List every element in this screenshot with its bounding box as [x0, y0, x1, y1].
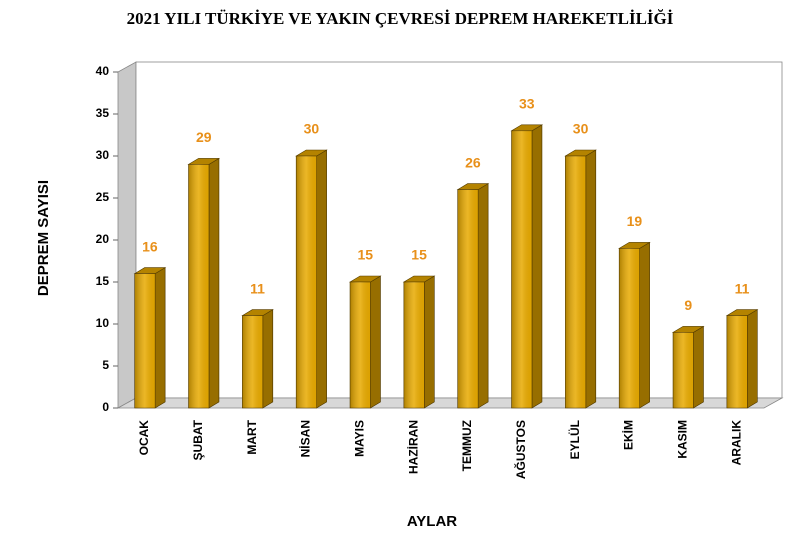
bar-side-shade	[262, 309, 273, 408]
y-tick-label: 35	[96, 106, 110, 120]
bar-top-shade	[242, 309, 273, 316]
x-tick-label: AĞUSTOS	[513, 420, 528, 479]
bar-side-shade	[370, 276, 381, 408]
y-tick-label: 40	[96, 64, 110, 78]
bar-side-shade	[693, 326, 704, 408]
bar-shine	[726, 315, 748, 408]
bar-top-shade	[565, 150, 596, 156]
bar-side-shade	[478, 183, 489, 408]
y-tick-label: 0	[102, 400, 109, 414]
bar-top-shade	[403, 276, 435, 282]
x-tick-label: ŞUBAT	[191, 419, 205, 460]
bar-shine	[134, 273, 156, 408]
y-tick-label: 25	[96, 190, 110, 204]
value-label: 11	[250, 280, 265, 296]
y-tick-label: 20	[96, 232, 110, 246]
value-label: 30	[304, 121, 320, 137]
y-tick-label: 10	[96, 316, 110, 330]
bar-shine	[188, 164, 209, 408]
y-tick-label: 15	[96, 274, 110, 288]
value-label: 15	[357, 247, 373, 263]
bar-shine	[242, 315, 263, 408]
bar-side-shade	[208, 158, 219, 408]
x-tick-label: ARALIK	[729, 420, 743, 466]
bar-shine	[350, 282, 371, 408]
floor	[116, 397, 784, 409]
bar-side-shade	[424, 276, 435, 408]
x-tick-label: KASIM	[675, 420, 689, 459]
bar-side-shade	[585, 150, 596, 408]
bar-top-shade	[296, 150, 327, 156]
value-label: 26	[465, 154, 481, 170]
value-label: 30	[573, 121, 589, 137]
value-label: 29	[196, 129, 212, 145]
y-axis-title: DEPREM SAYISI	[35, 180, 52, 296]
bar-top-shade	[457, 183, 489, 190]
bar-side-shade	[155, 267, 166, 408]
value-label: 33	[519, 96, 535, 112]
bar-side-shade	[531, 124, 542, 409]
x-tick-label: MAYIS	[352, 420, 366, 457]
value-label: 16	[142, 238, 158, 254]
bar-shine	[296, 156, 317, 408]
bar-top-shade	[134, 267, 166, 274]
bar-top-shade	[350, 276, 381, 282]
bar-top-shade	[619, 242, 650, 249]
chart-title: 2021 YILI TÜRKİYE VE YAKIN ÇEVRESİ DEPRE…	[127, 9, 674, 28]
value-label: 19	[627, 213, 643, 229]
bar-shine	[403, 282, 425, 408]
x-tick-label: MART	[245, 419, 259, 454]
bar-shine	[565, 156, 586, 408]
value-label: 15	[411, 247, 427, 263]
value-label: 11	[735, 280, 750, 296]
bar-shine	[673, 332, 694, 408]
y-tick-label: 30	[96, 148, 110, 162]
bar-shine	[619, 248, 640, 408]
x-axis-title: AYLAR	[407, 513, 457, 530]
bar-top-shade	[511, 124, 542, 131]
bar-side-shade	[316, 150, 327, 408]
side-wall	[117, 61, 137, 409]
bar-side-shade	[639, 242, 650, 408]
bar-shine	[511, 130, 532, 409]
value-label: 9	[684, 297, 692, 313]
x-tick-label: EKİM	[621, 420, 636, 450]
bar-top-shade	[188, 158, 219, 165]
y-tick-label: 5	[102, 358, 109, 372]
bar-top-shade	[673, 326, 704, 333]
x-tick-label: EYLÜL	[567, 420, 582, 459]
bar-top-shade	[726, 309, 758, 316]
x-tick-label: OCAK	[137, 420, 151, 456]
bar-shine	[457, 189, 479, 408]
x-tick-label: NİSAN	[298, 420, 313, 457]
x-tick-label: TEMMUZ	[460, 420, 474, 471]
bar-side-shade	[747, 309, 758, 408]
x-tick-label: HAZİRAN	[405, 420, 420, 474]
